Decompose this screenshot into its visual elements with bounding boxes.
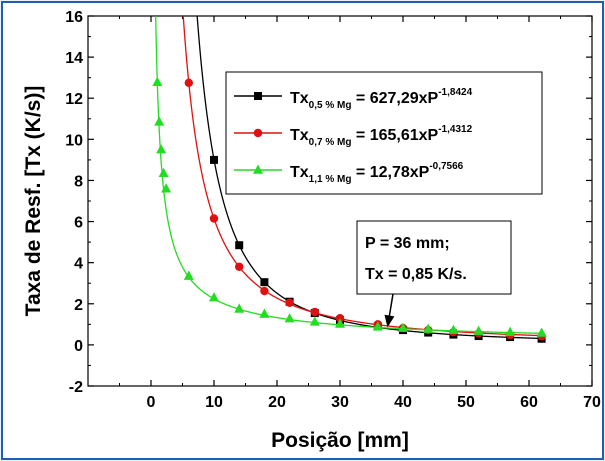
series-2-point <box>260 286 269 296</box>
y-tick-label: 14 <box>65 50 83 67</box>
series-3-point <box>158 167 169 178</box>
legend-label-equation: = 627,29xP <box>351 90 438 107</box>
x-tick-label: 40 <box>394 394 412 411</box>
legend-label-exponent: -1,8424 <box>438 87 472 98</box>
annotation-line-2: Tx = 0,85 K/s. <box>365 266 467 283</box>
series-3-point <box>161 183 172 193</box>
y-tick-label: -2 <box>69 379 83 396</box>
legend-label-2: Tx0,7 % Mg = 165,61xP-1,4312 <box>290 124 473 148</box>
x-tick-label: 50 <box>457 394 475 411</box>
series-3-point <box>372 321 383 331</box>
series-3-point <box>154 116 165 126</box>
series-2-point <box>184 78 193 88</box>
series-3-point <box>284 313 295 323</box>
legend-marker-1 <box>254 92 262 100</box>
legend-label-subscript: 0,5 % Mg <box>309 100 352 111</box>
series-3-point <box>152 76 163 86</box>
series-layer <box>152 16 547 343</box>
y-tick-label: 4 <box>74 256 83 273</box>
series-3-point <box>398 322 408 332</box>
series-1-point <box>235 241 244 250</box>
y-axis-title: Taxa de Resf. [Tx (K/s)] <box>22 86 45 317</box>
series-2-point <box>335 313 345 323</box>
legend-label-equation: = 12,78xP <box>351 164 429 181</box>
series-1-point <box>210 155 218 164</box>
legend-label-base: Tx <box>290 164 309 181</box>
series-2-point <box>310 307 319 317</box>
x-tick-label: 60 <box>520 394 538 411</box>
series-3-point <box>309 316 320 326</box>
series-2-point <box>209 214 219 223</box>
series-3-point <box>156 144 167 154</box>
x-tick-label: 20 <box>268 394 286 411</box>
y-tick-label: 6 <box>74 215 83 232</box>
annotation-line-1: P = 36 mm; <box>365 235 450 252</box>
series-3-point <box>209 292 219 302</box>
series-3-point <box>335 318 345 328</box>
y-tick-label: 12 <box>65 91 83 108</box>
annotation-box <box>356 220 512 295</box>
legend-label-exponent: -0,7566 <box>429 161 463 172</box>
x-tick-label: 30 <box>331 394 349 411</box>
series-2-point <box>285 298 294 307</box>
legend-marker-2 <box>253 128 263 138</box>
annotation: P = 36 mm; Tx = 0,85 K/s. <box>356 220 512 328</box>
series-3 <box>152 16 547 337</box>
annotation-arrow <box>384 293 395 328</box>
y-tick-label: 8 <box>74 173 83 190</box>
legend-label-subscript: 0,7 % Mg <box>309 137 352 148</box>
legend-label-subscript: 1,1 % Mg <box>309 174 352 185</box>
legend-label-exponent: -1,4312 <box>438 124 472 135</box>
y-tick-label: 0 <box>74 338 83 355</box>
x-axis-title: Posição [mm] <box>271 429 409 452</box>
x-tick-label: 70 <box>583 394 601 411</box>
series-3-point <box>234 303 245 313</box>
series-2-point <box>235 262 244 271</box>
legend-label-equation: = 165,61xP <box>351 127 438 144</box>
x-tick-label: 10 <box>205 394 223 411</box>
legend-label-1: Tx0,5 % Mg = 627,29xP-1,8424 <box>290 87 473 111</box>
legend-label-3: Tx1,1 % Mg = 12,78xP-0,7566 <box>290 161 464 185</box>
legend-label-base: Tx <box>290 127 309 144</box>
series-3-point <box>423 323 434 333</box>
x-tick-label: 0 <box>147 394 156 411</box>
series-1-point <box>260 278 269 287</box>
y-tick-label: 16 <box>65 9 83 26</box>
series-1-fit-line <box>196 16 541 340</box>
series-3-point <box>473 325 484 335</box>
series-3-point <box>259 308 270 318</box>
y-tick-label: 10 <box>65 132 83 149</box>
legend-marker-3 <box>253 164 263 174</box>
legend-label-base: Tx <box>290 90 309 107</box>
series-3-point <box>448 324 459 334</box>
series-3-point <box>536 327 547 337</box>
y-tick-label: 2 <box>74 297 83 314</box>
series-3-point <box>183 270 194 280</box>
axes: 0 10 20 30 40 50 60 70 -2 0 2 4 6 8 10 12 14 16 <box>65 9 601 411</box>
series-3-point <box>505 326 516 336</box>
